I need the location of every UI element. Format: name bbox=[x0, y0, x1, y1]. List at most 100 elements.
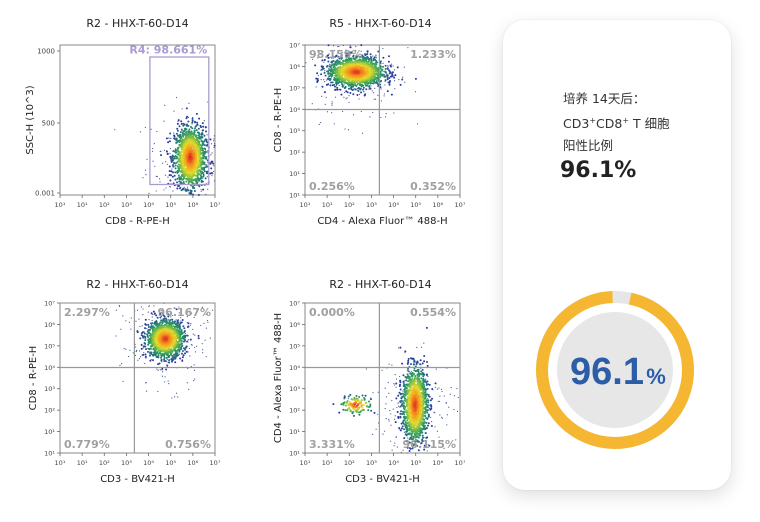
scatter-point bbox=[189, 147, 192, 150]
y-tick-label: 10⁵ bbox=[289, 84, 300, 92]
scatter-point bbox=[181, 356, 184, 359]
scatter-point bbox=[204, 177, 207, 180]
scatter-point bbox=[155, 329, 158, 332]
scatter-point bbox=[352, 114, 355, 116]
scatter-point bbox=[197, 172, 200, 175]
scatter-point bbox=[211, 174, 213, 177]
y-tick-label: 10¹ bbox=[44, 428, 55, 436]
scatter-point bbox=[200, 135, 203, 138]
scatter-point bbox=[142, 314, 144, 316]
scatter-point bbox=[338, 75, 341, 78]
scatter-point bbox=[177, 396, 179, 398]
scatter-point bbox=[156, 331, 159, 334]
scatter-point bbox=[339, 78, 342, 81]
scatter-point bbox=[333, 76, 336, 79]
scatter-point bbox=[333, 66, 336, 69]
scatter-point bbox=[188, 388, 190, 390]
scatter-points bbox=[114, 96, 216, 196]
scatter-point bbox=[179, 320, 181, 322]
scatter-point bbox=[158, 351, 161, 354]
plot2-title: R5 - HHX-T-60-D14 bbox=[329, 17, 432, 30]
scatter-point bbox=[176, 165, 179, 168]
scatter-point bbox=[194, 125, 197, 128]
scatter-point bbox=[373, 98, 375, 100]
scatter-point bbox=[122, 315, 124, 317]
scatter-point bbox=[329, 66, 332, 69]
scatter-point bbox=[142, 345, 145, 348]
scatter-point bbox=[372, 92, 375, 94]
scatter-point bbox=[336, 59, 339, 62]
scatter-point bbox=[331, 103, 333, 105]
scatter-point bbox=[161, 322, 164, 325]
scatter-point bbox=[348, 95, 350, 97]
scatter-point bbox=[361, 71, 364, 74]
scatter-point bbox=[149, 347, 152, 350]
scatter-point bbox=[357, 79, 360, 82]
scatter-point bbox=[352, 79, 355, 82]
scatter-point bbox=[328, 67, 330, 69]
scatter-point bbox=[347, 87, 350, 90]
scatter-point bbox=[160, 154, 163, 157]
scatter-point bbox=[343, 70, 346, 73]
scatter-point bbox=[179, 145, 182, 148]
scatter-point bbox=[174, 151, 177, 154]
scatter-point bbox=[165, 317, 168, 320]
scatter-point bbox=[147, 331, 150, 334]
scatter-point bbox=[362, 86, 365, 89]
x-tick-label: 10⁷ bbox=[210, 459, 221, 467]
scatter-point bbox=[380, 88, 382, 90]
scatter-point bbox=[159, 312, 162, 315]
scatter-point bbox=[392, 408, 394, 410]
scatter-point bbox=[192, 171, 195, 174]
scatter-point bbox=[162, 338, 165, 341]
scatter-point bbox=[200, 172, 203, 175]
scatter-point bbox=[143, 332, 146, 335]
scatter-point bbox=[134, 346, 137, 348]
scatter-point bbox=[177, 150, 180, 153]
scatter-point bbox=[340, 93, 343, 96]
plot-frame bbox=[304, 302, 461, 454]
scatter-point bbox=[317, 57, 319, 59]
scatter-point bbox=[178, 334, 181, 337]
scatter-point bbox=[365, 65, 368, 68]
scatter-point bbox=[169, 152, 171, 155]
scatter-point bbox=[191, 145, 194, 148]
scatter-point bbox=[355, 55, 358, 58]
scatter-point bbox=[183, 143, 186, 146]
scatter-point bbox=[201, 306, 203, 308]
scatter-point bbox=[347, 51, 350, 54]
scatter-point bbox=[159, 350, 162, 353]
scatter-point bbox=[349, 92, 352, 95]
scatter-point bbox=[370, 85, 372, 87]
scatter-point bbox=[203, 162, 206, 165]
scatter-point bbox=[440, 388, 443, 390]
scatter-point bbox=[171, 349, 174, 352]
scatter-point bbox=[156, 316, 159, 319]
scatter-point bbox=[336, 88, 339, 91]
scatter-point bbox=[353, 57, 356, 60]
scatter-point bbox=[195, 129, 198, 132]
scatter-point bbox=[198, 134, 201, 137]
scatter-point bbox=[353, 80, 356, 83]
scatter-point bbox=[323, 61, 325, 63]
scatter-point bbox=[358, 58, 361, 61]
scatter-point bbox=[430, 416, 432, 418]
scatter-point bbox=[171, 318, 174, 321]
scatter-point bbox=[334, 96, 337, 98]
scatter-point bbox=[144, 353, 147, 356]
scatter-point bbox=[213, 180, 216, 182]
scatter-point bbox=[147, 350, 150, 353]
scatter-point bbox=[170, 159, 173, 162]
scatter-point bbox=[346, 56, 348, 59]
scatter-point bbox=[179, 346, 182, 349]
scatter-point bbox=[344, 85, 347, 88]
scatter-point bbox=[200, 190, 202, 193]
scatter-point bbox=[176, 319, 179, 322]
scatter-point bbox=[377, 391, 379, 393]
scatter-point bbox=[210, 167, 213, 170]
scatter-point bbox=[184, 188, 187, 191]
scatter-point bbox=[151, 316, 153, 318]
scatter-point bbox=[343, 65, 346, 68]
scatter-point bbox=[130, 317, 132, 319]
quadrant-ur: 1.233% bbox=[410, 48, 456, 61]
